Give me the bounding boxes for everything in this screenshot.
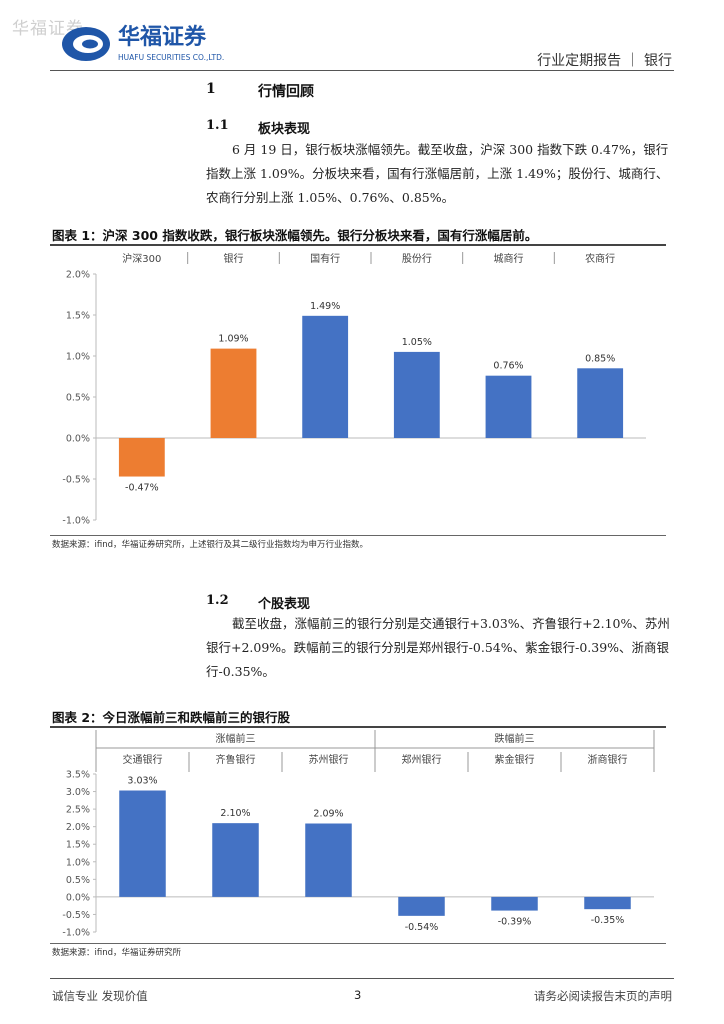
bar-2 (210, 348, 257, 438)
category-label-4: 股份行 (402, 252, 432, 265)
category-label-1: 沪深300 (122, 252, 161, 265)
category-label-3: 苏州银行 (309, 753, 349, 766)
chart-1: 2.0% 1.5% 1.0% 0.5% 0.0% -0.5% -1.0% -0.47% 沪深30… (62, 252, 646, 527)
section-1-1-paragraph: 6 月 19 日，银行板块涨幅领先。截至收盘，沪深 300 指数下跌 0.47%… (206, 142, 669, 205)
data-label-3: 1.49% (310, 301, 340, 312)
bar-3 (302, 315, 349, 438)
footer-disclaimer: 请务必阅读报告末页的声明 (534, 989, 672, 1003)
company-logo: 华福证券 HUAFU SECURITIES CO.,LTD. (60, 20, 280, 68)
section-1-1-number: 1.1 (206, 118, 229, 133)
figure-2-bottom-rule (50, 943, 666, 944)
report-type: 行业定期报告 ｜ 银行 (537, 53, 672, 69)
y-tick-label: 2.5% (66, 805, 90, 816)
data-label-1: 3.03% (127, 776, 157, 787)
y-tick-label: 1.0% (66, 352, 90, 363)
bar-5 (491, 896, 538, 911)
y-tick-label: 3.5% (66, 770, 90, 781)
y-tick-label: 1.0% (66, 857, 90, 868)
figure-1-bottom-rule (50, 535, 666, 536)
section-1-title: 行情回顾 (258, 84, 314, 100)
section-1-2-title: 个股表现 (258, 597, 311, 612)
figure-1-top-rule (50, 244, 666, 246)
header-divider (50, 70, 674, 71)
bar-4 (393, 351, 440, 438)
y-tick-label: 1.5% (66, 311, 90, 322)
category-label-5: 紫金银行 (495, 753, 535, 766)
data-label-5: 0.76% (493, 361, 523, 372)
bar-4 (398, 896, 445, 916)
section-1-number: 1 (206, 81, 216, 97)
logo-icon: 华福证券 HUAFU SECURITIES CO.,LTD. (62, 24, 224, 62)
logo-cn-text: 华福证券 (118, 24, 207, 50)
category-label-2: 齐鲁银行 (216, 753, 256, 766)
bar-6 (577, 368, 624, 438)
figure-2-top-rule (50, 726, 666, 728)
y-tick-label: 2.0% (66, 822, 90, 833)
watermark-text: 华福证券 (12, 19, 84, 39)
data-label-6: 0.85% (585, 353, 615, 364)
y-tick-label: 1.5% (66, 840, 90, 851)
category-label-3: 国有行 (310, 252, 340, 265)
bar-3 (305, 823, 352, 897)
figure-2-source: 数据来源：ifind，华福证券研究所 (52, 948, 181, 958)
group-label-2: 跌幅前三 (495, 732, 535, 745)
y-tick-label: -1.0% (62, 928, 90, 939)
logo-en-text: HUAFU SECURITIES CO.,LTD. (118, 53, 224, 62)
category-label-4: 郑州银行 (402, 753, 442, 766)
category-label-5: 城商行 (494, 252, 524, 265)
group-label-1: 涨幅前三 (216, 732, 256, 745)
y-tick-label: -1.0% (62, 516, 90, 527)
y-tick-label: -0.5% (62, 910, 90, 921)
data-label-4: 1.05% (402, 337, 432, 348)
chart-2: 3.5% 3.0% 2.5% 2.0% 1.5% 1.0% 0.5% 0.0% -0.5% -1.… (62, 730, 655, 939)
bar-5 (485, 375, 532, 438)
category-label-1: 交通银行 (123, 753, 163, 766)
y-tick-label: 0.0% (66, 892, 90, 903)
data-label-4: -0.54% (405, 922, 439, 933)
figure-1-title: 图表 1：沪深 300 指数收跌，银行板块涨幅领先。银行分板块来看，国有行涨幅居… (52, 228, 538, 243)
y-tick-label: 0.5% (66, 875, 90, 886)
y-tick-label: 0.0% (66, 434, 90, 445)
page-number: 3 (354, 988, 362, 1002)
data-label-5: -0.39% (498, 917, 532, 928)
figure-2-title: 图表 2：今日涨幅前三和跌幅前三的银行股 (52, 710, 291, 725)
y-tick-label: 2.0% (66, 270, 90, 281)
footer-divider (50, 978, 674, 979)
footer-slogan: 诚信专业 发现价值 (52, 989, 148, 1003)
figure-1-source: 数据来源：ifind，华福证券研究所，上述银行及其二级行业指数均为申万行业指数。 (52, 540, 369, 550)
category-label-6: 农商行 (585, 252, 615, 265)
y-tick-label: 0.5% (66, 393, 90, 404)
bar-2 (212, 823, 259, 897)
bar-1 (118, 438, 165, 477)
y-tick-label: -0.5% (62, 475, 90, 486)
data-label-2: 2.10% (220, 808, 250, 819)
data-label-3: 2.09% (313, 809, 343, 820)
bar-1 (119, 790, 166, 897)
data-label-1: -0.47% (125, 483, 159, 494)
bar-6 (584, 896, 631, 910)
section-1-2-paragraph: 截至收盘，涨幅前三的银行分别是交通银行+3.03%、齐鲁银行+2.10%、苏州银… (206, 616, 670, 679)
y-tick-label: 3.0% (66, 787, 90, 798)
category-label-6: 浙商银行 (588, 753, 628, 766)
data-label-2: 1.09% (218, 334, 248, 345)
section-1-2-number: 1.2 (206, 593, 229, 608)
section-1-1-title: 板块表现 (258, 122, 311, 137)
category-label-2: 银行 (224, 252, 244, 265)
data-label-6: -0.35% (591, 915, 625, 926)
